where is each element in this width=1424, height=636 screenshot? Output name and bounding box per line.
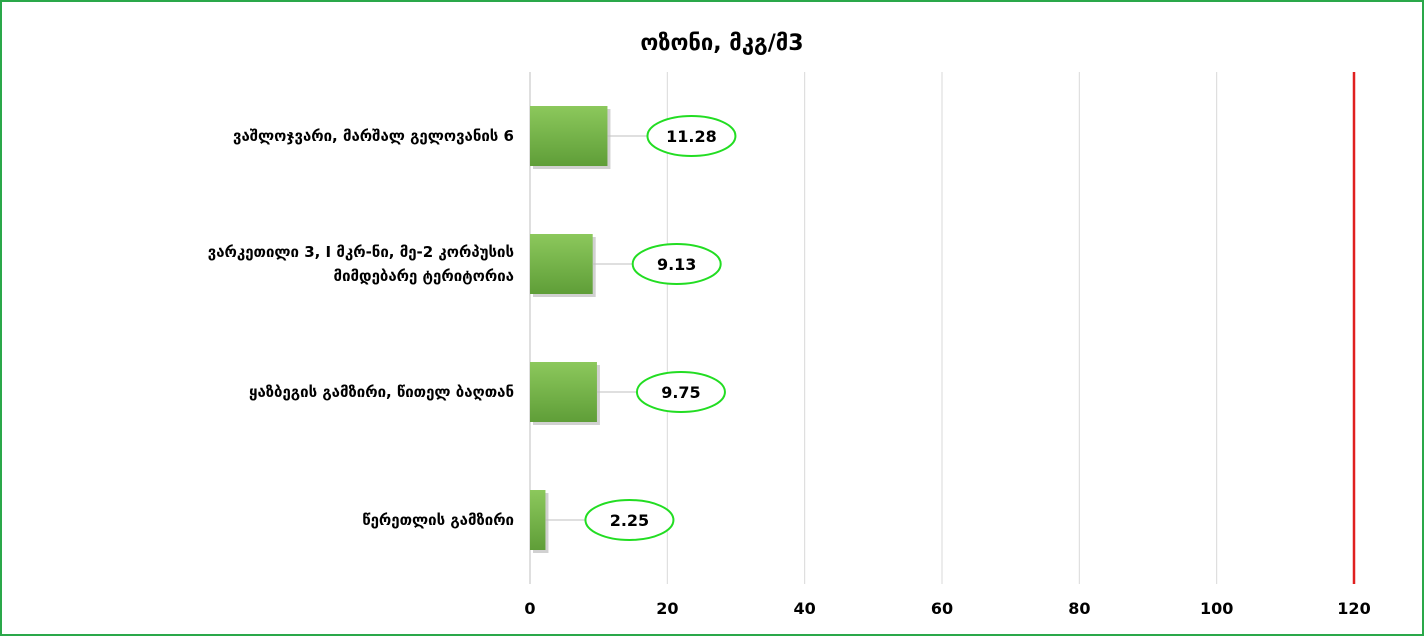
x-tick-label: 120 bbox=[1337, 599, 1370, 618]
data-label: 9.13 bbox=[657, 255, 696, 274]
category-label: წერეთლის გამზირი bbox=[362, 511, 514, 529]
data-label: 2.25 bbox=[610, 511, 649, 530]
category-label: მიმდებარე ტერიტორია bbox=[334, 267, 514, 285]
x-tick-label: 40 bbox=[794, 599, 816, 618]
bar bbox=[530, 362, 597, 422]
data-label-ellipse bbox=[646, 115, 737, 157]
chart-title: ოზონი, მკგ/მ3 bbox=[640, 31, 803, 56]
data-label-ellipse bbox=[584, 499, 675, 541]
data-labels: 11.28 9.13 9.75 2.25 bbox=[545, 115, 737, 541]
x-tick-label: 60 bbox=[931, 599, 953, 618]
data-label-ellipse bbox=[635, 371, 726, 413]
data-label-ellipse bbox=[631, 243, 722, 285]
bar bbox=[530, 106, 608, 166]
bar bbox=[530, 490, 546, 550]
gridlines bbox=[529, 72, 1356, 584]
x-tick-label: 20 bbox=[656, 599, 678, 618]
data-label: 9.75 bbox=[661, 383, 700, 402]
bars bbox=[530, 106, 611, 553]
x-tick-label: 0 bbox=[524, 599, 535, 618]
x-tick-label: 80 bbox=[1068, 599, 1090, 618]
x-axis-ticks: 0 20 40 60 80 100 120 bbox=[524, 599, 1370, 618]
category-label: ყაზბეგის გამზირი, წითელ ბაღთან bbox=[249, 383, 514, 401]
bar bbox=[530, 234, 593, 294]
category-label: ვარკეთილი 3, I მკრ-ნი, მე-2 კორპუსის bbox=[208, 243, 514, 261]
category-label: ვაშლოჯვარი, მარშალ გელოვანის 6 bbox=[233, 127, 514, 145]
x-tick-label: 100 bbox=[1200, 599, 1233, 618]
data-label: 11.28 bbox=[666, 127, 717, 146]
category-labels: ვაშლოჯვარი, მარშალ გელოვანის 6 ვარკეთილი … bbox=[208, 127, 514, 529]
